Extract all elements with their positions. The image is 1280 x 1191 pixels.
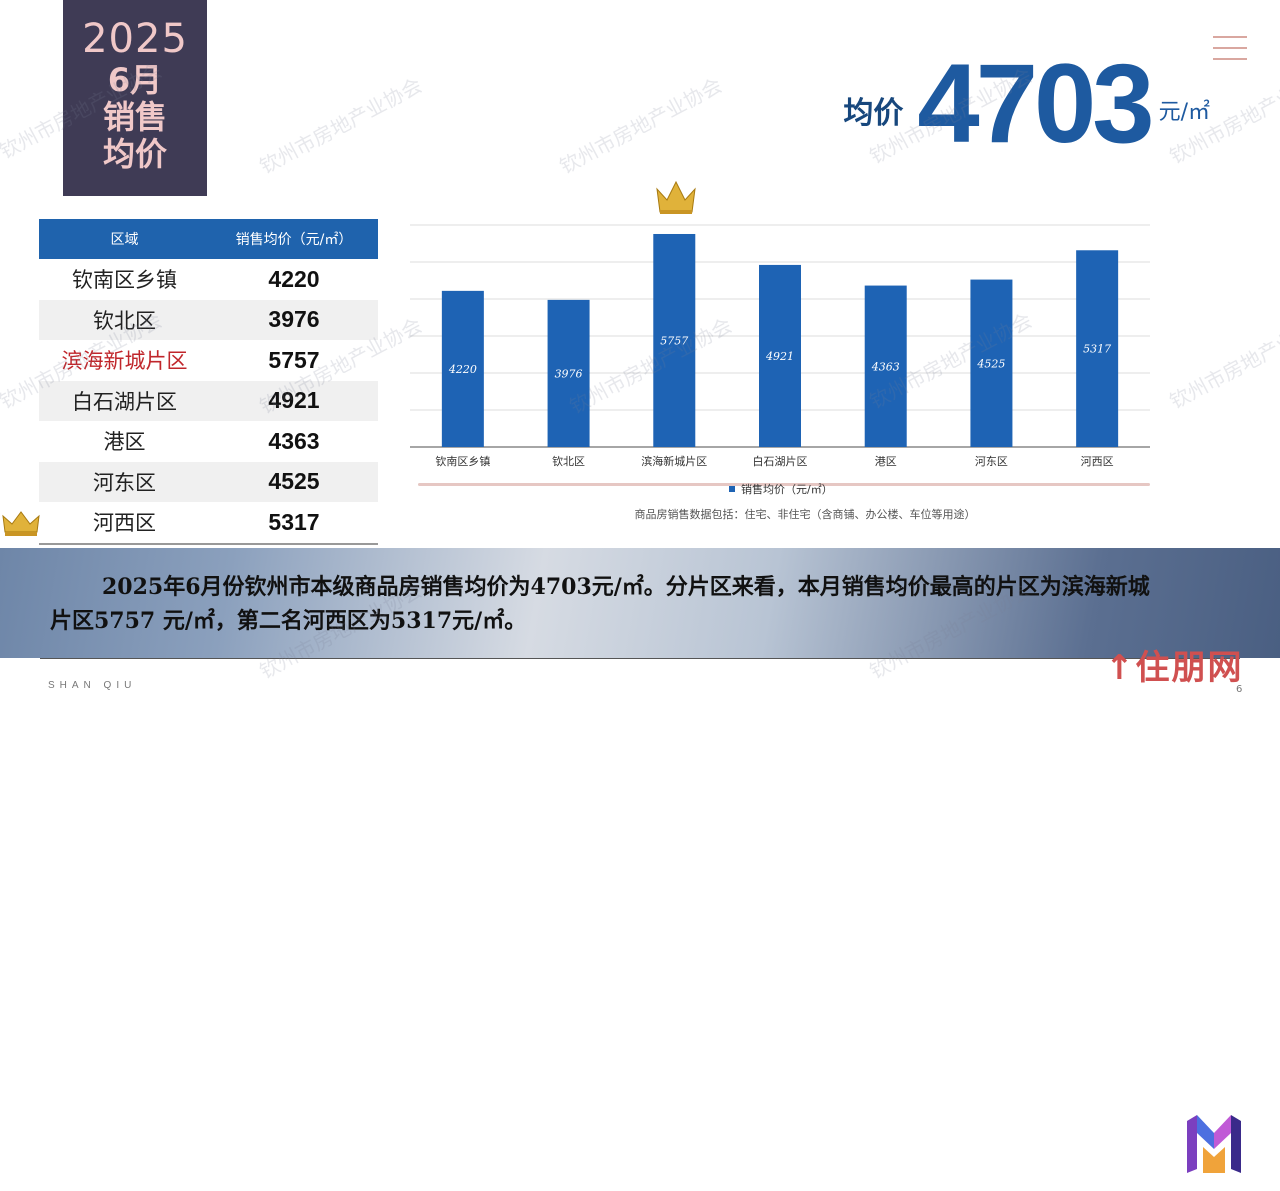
data-label: 4525 bbox=[976, 357, 1005, 370]
bar-chart: 4220 3976 5757 4921 4363 4525 5317 钦南区乡镇 钦北区 滨海新… bbox=[410, 180, 1150, 521]
x-tick-label: 钦北区 bbox=[552, 455, 585, 468]
crown-icon bbox=[656, 180, 696, 214]
table-cell-price: 4525 bbox=[210, 461, 378, 502]
association-logo: QZREA bbox=[1187, 1115, 1241, 1189]
title-line4: 均价 bbox=[102, 135, 167, 173]
table-cell-area: 港区 bbox=[39, 421, 210, 462]
data-label: 3976 bbox=[555, 367, 583, 380]
legend-swatch bbox=[729, 486, 735, 492]
table-header-area: 区域 bbox=[39, 219, 210, 259]
watermark: 钦州市房地产业协会 bbox=[255, 72, 426, 179]
bar bbox=[547, 299, 590, 447]
table-cell-price: 4921 bbox=[210, 380, 378, 421]
footer-brand: SHAN QIU bbox=[48, 680, 137, 691]
title-line3: 销售 bbox=[102, 98, 167, 136]
footer-divider bbox=[40, 658, 1240, 659]
headline-average: 均价 4703 元/㎡ bbox=[843, 41, 1210, 166]
bar bbox=[441, 290, 484, 447]
title-month: 6月 bbox=[107, 61, 163, 99]
table-row: 钦北区 3976 bbox=[39, 299, 378, 340]
table-row: 钦南区乡镇 4220 bbox=[39, 259, 378, 300]
table-cell-area: 河东区 bbox=[39, 461, 210, 502]
bar bbox=[864, 285, 907, 447]
bar bbox=[1076, 250, 1119, 447]
table-row: 白石湖片区 4921 bbox=[39, 380, 378, 421]
legend-label: 销售均价（元/㎡） bbox=[741, 482, 833, 496]
data-label: 4220 bbox=[448, 363, 477, 376]
table-cell-price: 3976 bbox=[210, 299, 378, 340]
x-tick-label: 钦南区乡镇 bbox=[435, 454, 490, 468]
summary-band: 2025年6月份钦州市本级商品房销售均价为4703元/㎡。分片区来看，本月销售均… bbox=[0, 548, 1280, 1189]
table-cell-area: 滨海新城片区 bbox=[39, 340, 210, 381]
table-row: 河西区 5317 bbox=[39, 502, 378, 545]
table-row: 河东区 4525 bbox=[39, 461, 378, 502]
x-tick-label: 白石湖片区 bbox=[753, 454, 808, 468]
x-tick-label: 港区 bbox=[875, 455, 897, 468]
table-cell-price: 5757 bbox=[210, 340, 378, 381]
table-cell-price: 4220 bbox=[210, 259, 378, 300]
data-label: 5757 bbox=[660, 334, 688, 347]
chart-note: 商品房销售数据包括：住宅、非住宅（含商铺、办公楼、车位等用途） bbox=[635, 507, 976, 521]
price-table: 区域 销售均价（元/㎡） 钦南区乡镇 4220 钦北区 3976 滨海新城片区 575… bbox=[39, 219, 378, 545]
headline-value: 4703 bbox=[917, 41, 1154, 166]
menu-icon[interactable] bbox=[1213, 36, 1247, 64]
bar bbox=[653, 233, 696, 447]
x-tick-label: 河西区 bbox=[1081, 455, 1114, 468]
bar bbox=[759, 264, 801, 447]
page-number: 6 bbox=[1236, 684, 1243, 695]
table-cell-area: 钦南区乡镇 bbox=[39, 259, 210, 300]
site-watermark: ↑住朋网 bbox=[1105, 648, 1244, 688]
crown-icon bbox=[2, 511, 40, 536]
watermark: 钦州市房地产业协会 bbox=[1165, 307, 1280, 414]
table-cell-area: 河西区 bbox=[39, 502, 210, 545]
title-year: 2025 bbox=[82, 16, 188, 62]
table-row: 滨海新城片区 5757 bbox=[39, 340, 378, 381]
table-header-price: 销售均价（元/㎡） bbox=[210, 219, 378, 259]
data-label: 5317 bbox=[1083, 343, 1111, 356]
table-cell-area: 白石湖片区 bbox=[39, 380, 210, 421]
table-cell-area: 钦北区 bbox=[39, 299, 210, 340]
table-row: 港区 4363 bbox=[39, 421, 378, 462]
headline-unit: 元/㎡ bbox=[1158, 100, 1210, 125]
data-label: 4921 bbox=[765, 350, 794, 363]
bar bbox=[970, 279, 1013, 447]
title-block: 2025 6月 销售 均价 bbox=[63, 0, 207, 196]
table-cell-price: 4363 bbox=[210, 421, 378, 462]
headline-label: 均价 bbox=[843, 96, 904, 131]
data-label: 4363 bbox=[871, 360, 900, 373]
x-tick-label: 滨海新城片区 bbox=[641, 454, 707, 468]
table-cell-price: 5317 bbox=[210, 502, 378, 545]
summary-text: 2025年6月份钦州市本级商品房销售均价为4703元/㎡。分片区来看，本月销售均… bbox=[50, 574, 1150, 634]
x-tick-label: 河东区 bbox=[975, 455, 1008, 468]
svg-text:QZREA: QZREA bbox=[1200, 1180, 1228, 1189]
watermark: 钦州市房地产业协会 bbox=[555, 72, 726, 179]
